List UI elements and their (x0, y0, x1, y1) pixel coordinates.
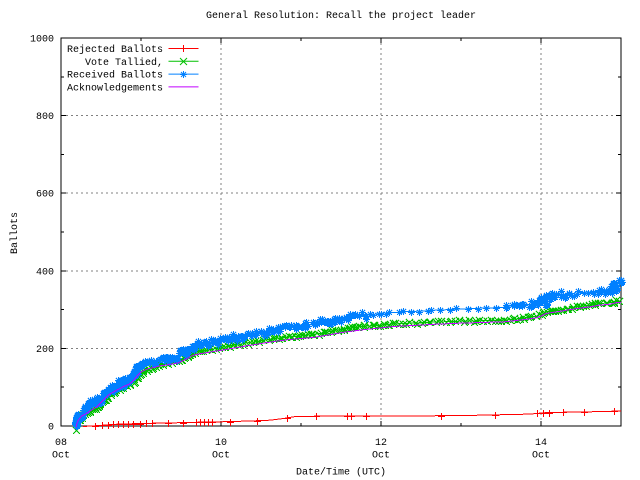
svg-text:Vote Tallied,: Vote Tallied, (85, 57, 163, 69)
svg-text:General Resolution: Recall the: General Resolution: Recall the project l… (206, 10, 476, 22)
svg-text:0: 0 (48, 423, 54, 434)
svg-text:Oct: Oct (212, 451, 230, 462)
svg-text:Oct: Oct (372, 451, 390, 462)
svg-text:800: 800 (36, 112, 54, 123)
svg-text:Oct: Oct (52, 451, 70, 462)
svg-text:12: 12 (375, 438, 387, 449)
svg-text:10: 10 (215, 438, 227, 449)
svg-text:Received Ballots: Received Ballots (67, 70, 163, 82)
svg-text:1000: 1000 (30, 35, 54, 46)
svg-text:08: 08 (55, 438, 67, 449)
svg-text:Oct: Oct (532, 451, 550, 462)
svg-text:200: 200 (36, 345, 54, 356)
svg-text:Rejected Ballots: Rejected Ballots (67, 44, 163, 56)
svg-text:Ballots: Ballots (9, 212, 21, 254)
svg-text:Acknowledgements: Acknowledgements (67, 82, 163, 94)
svg-text:Date/Time (UTC): Date/Time (UTC) (296, 467, 386, 479)
svg-text:14: 14 (535, 438, 547, 449)
svg-text:600: 600 (36, 190, 54, 201)
svg-text:400: 400 (36, 267, 54, 278)
